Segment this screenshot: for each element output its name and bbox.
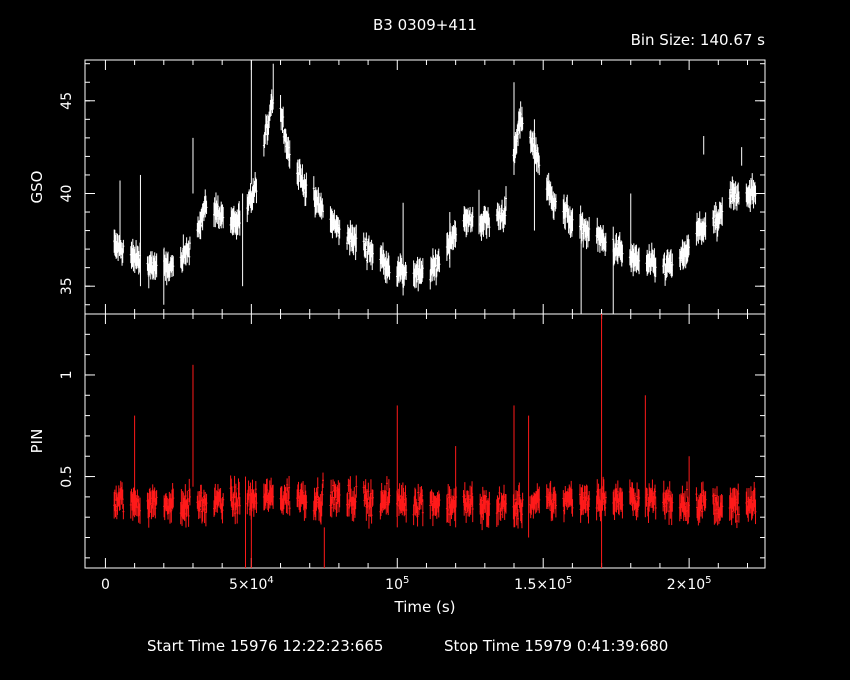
gso-y-axis-label: GSO <box>28 171 46 204</box>
start-time-label: Start Time 15976 12:22:23:665 <box>147 637 383 655</box>
y-tick-label: 0.5 <box>59 465 75 487</box>
plot-area: 35 40 45 GSO 0.5 1 PIN 0 5×104 105 1.5×105 2×105 <box>28 59 766 593</box>
x-tick-label: 105 <box>385 575 409 593</box>
y-tick-label: 35 <box>59 277 75 295</box>
x-tick-label: 1.5×105 <box>514 575 572 593</box>
gso-panel-frame <box>84 59 766 315</box>
y-tick-label: 45 <box>59 92 75 110</box>
x-tick-label: 2×105 <box>667 575 712 593</box>
bin-size-label: Bin Size: 140.67 s <box>631 31 766 49</box>
x-tick-label: 5×104 <box>229 575 274 593</box>
gso-series <box>113 60 757 314</box>
pin-series <box>113 314 757 568</box>
stop-time-label: Stop Time 15979 0:41:39:680 <box>444 637 668 655</box>
pin-panel-frame <box>84 313 766 569</box>
x-axis-label: Time (s) <box>394 598 456 616</box>
x-tick-label: 0 <box>101 577 110 593</box>
pin-y-axis-label: PIN <box>28 429 46 454</box>
y-tick-label: 40 <box>59 185 75 203</box>
y-tick-label: 1 <box>59 370 75 379</box>
chart-title: B3 0309+411 <box>373 16 477 34</box>
